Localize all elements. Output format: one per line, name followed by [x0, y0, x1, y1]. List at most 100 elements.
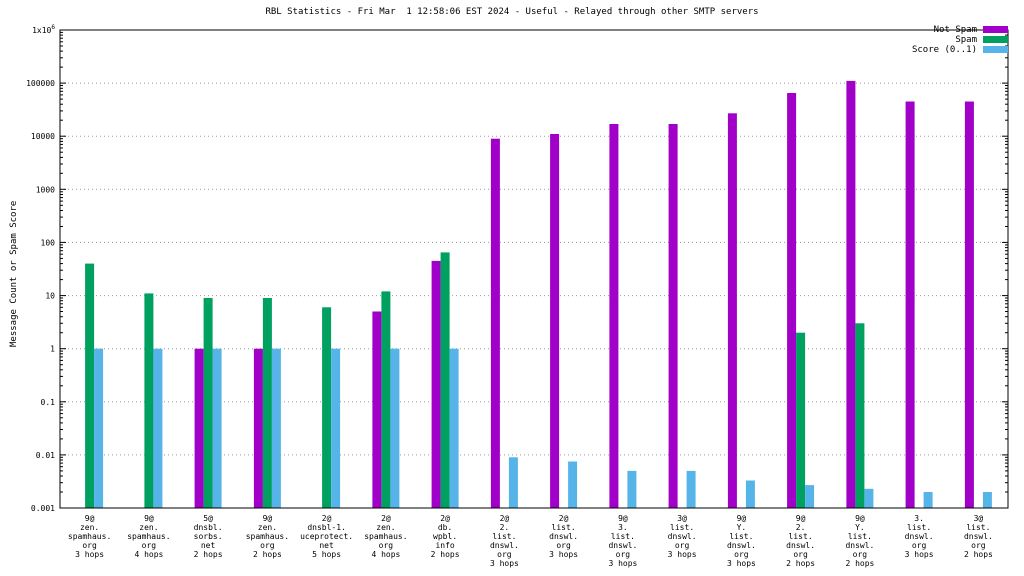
x-tick-label: 3 hops: [549, 550, 578, 559]
x-tick-label: 3.: [914, 514, 924, 523]
bar: [194, 348, 204, 508]
x-tick-label: org: [675, 541, 690, 550]
x-tick-label: Y.: [737, 523, 747, 532]
x-tick-label: dnswl.: [905, 532, 934, 541]
x-tick-label: sorbs.: [194, 532, 223, 541]
x-tick-label: list.: [729, 532, 753, 541]
bar: [905, 101, 915, 508]
x-tick-label: 9@: [618, 514, 628, 523]
bar: [271, 348, 281, 508]
x-tick-label: info: [435, 541, 454, 550]
bar: [668, 124, 678, 508]
x-tick-label: 2 hops: [194, 550, 223, 559]
x-tick-label: 3 hops: [75, 550, 104, 559]
x-tick-label: 3@: [974, 514, 984, 523]
x-tick-label: 9@: [85, 514, 95, 523]
x-tick-label: list.: [848, 532, 872, 541]
bar: [864, 488, 874, 508]
y-tick-label: 10000: [31, 132, 55, 141]
x-tick-label: zen.: [80, 523, 99, 532]
x-tick-label: 2@: [559, 514, 569, 523]
x-tick-label: dnswl.: [964, 532, 993, 541]
x-tick-label: zen.: [376, 523, 395, 532]
x-tick-label: dnswl.: [608, 541, 637, 550]
x-tick-label: 2@: [322, 514, 332, 523]
bar: [686, 470, 696, 508]
legend-swatch: [983, 46, 1008, 53]
x-tick-label: 2 hops: [253, 550, 282, 559]
x-tick-label: dnswl.: [727, 541, 756, 550]
bar: [94, 348, 104, 508]
bar: [846, 80, 856, 509]
bar: [568, 461, 578, 508]
bar: [627, 470, 637, 508]
bar: [964, 101, 974, 508]
x-tick-label: 2 hops: [845, 559, 874, 568]
plot-frame: [59, 29, 1009, 509]
bar: [372, 311, 382, 508]
legend-label: Score (0..1): [911, 44, 977, 55]
legend-swatch: [983, 26, 1008, 33]
x-tick-label: 3 hops: [905, 550, 934, 559]
x-tick-label: list.: [492, 532, 516, 541]
x-tick-label: org: [853, 550, 868, 559]
y-tick-label: 0.01: [36, 451, 55, 460]
x-tick-label: Y.: [855, 523, 865, 532]
x-tick-label: dnswl.: [786, 541, 815, 550]
x-tick-label: dnsbl.: [194, 523, 223, 532]
x-tick-label: 4 hops: [134, 550, 163, 559]
x-tick-label: zen.: [258, 523, 277, 532]
x-tick-label: org: [497, 550, 512, 559]
y-tick-label: 1x106: [32, 24, 55, 35]
legend-label: Spam: [955, 34, 977, 45]
x-tick-label: dnswl.: [490, 541, 519, 550]
legend-item: Score (0..1): [911, 44, 1008, 55]
bar: [431, 260, 441, 508]
x-tick-label: db.: [438, 523, 452, 532]
bar: [331, 348, 341, 508]
x-tick-label: net: [319, 541, 334, 550]
bar: [787, 93, 797, 508]
x-tick-label: 3 hops: [727, 559, 756, 568]
x-tick-label: org: [556, 541, 571, 550]
y-tick-label: 10: [45, 292, 55, 301]
y-tick-label: 1: [50, 345, 55, 354]
x-tick-label: org: [616, 550, 631, 559]
x-tick-label: org: [379, 541, 394, 550]
x-tick-label: org: [793, 550, 808, 559]
bar: [805, 485, 815, 508]
bar: [153, 348, 163, 508]
x-tick-label: spamhaus.: [68, 532, 111, 541]
bar: [322, 307, 332, 508]
y-axis-label: Message Count or Spam Score: [9, 200, 19, 347]
bar: [550, 134, 560, 508]
x-tick-label: 3.: [618, 523, 628, 532]
x-tick-label: 9@: [796, 514, 806, 523]
x-tick-label: uceprotect.: [300, 532, 353, 541]
x-tick-label: zen.: [139, 523, 158, 532]
bar: [727, 113, 737, 509]
x-tick-label: list.: [670, 523, 694, 532]
bar: [203, 298, 213, 508]
x-tick-label: org: [260, 541, 275, 550]
x-tick-label: dnswl.: [668, 532, 697, 541]
legend-item: Not Spam: [912, 24, 1008, 35]
x-tick-label: 2@: [440, 514, 450, 523]
x-tick-label: list.: [966, 523, 990, 532]
bar: [796, 332, 806, 508]
bar: [855, 323, 865, 508]
x-tick-label: org: [734, 550, 749, 559]
bar: [390, 348, 400, 508]
x-tick-label: list.: [907, 523, 931, 532]
bar: [144, 293, 154, 508]
bar: [253, 348, 263, 508]
x-tick-label: list.: [552, 523, 576, 532]
legend-swatch: [983, 36, 1008, 43]
x-tick-label: 9@: [737, 514, 747, 523]
legend-label: Not Spam: [933, 24, 977, 35]
x-tick-label: 9@: [855, 514, 865, 523]
x-tick-label: 4 hops: [371, 550, 400, 559]
x-tick-label: 9@: [263, 514, 273, 523]
